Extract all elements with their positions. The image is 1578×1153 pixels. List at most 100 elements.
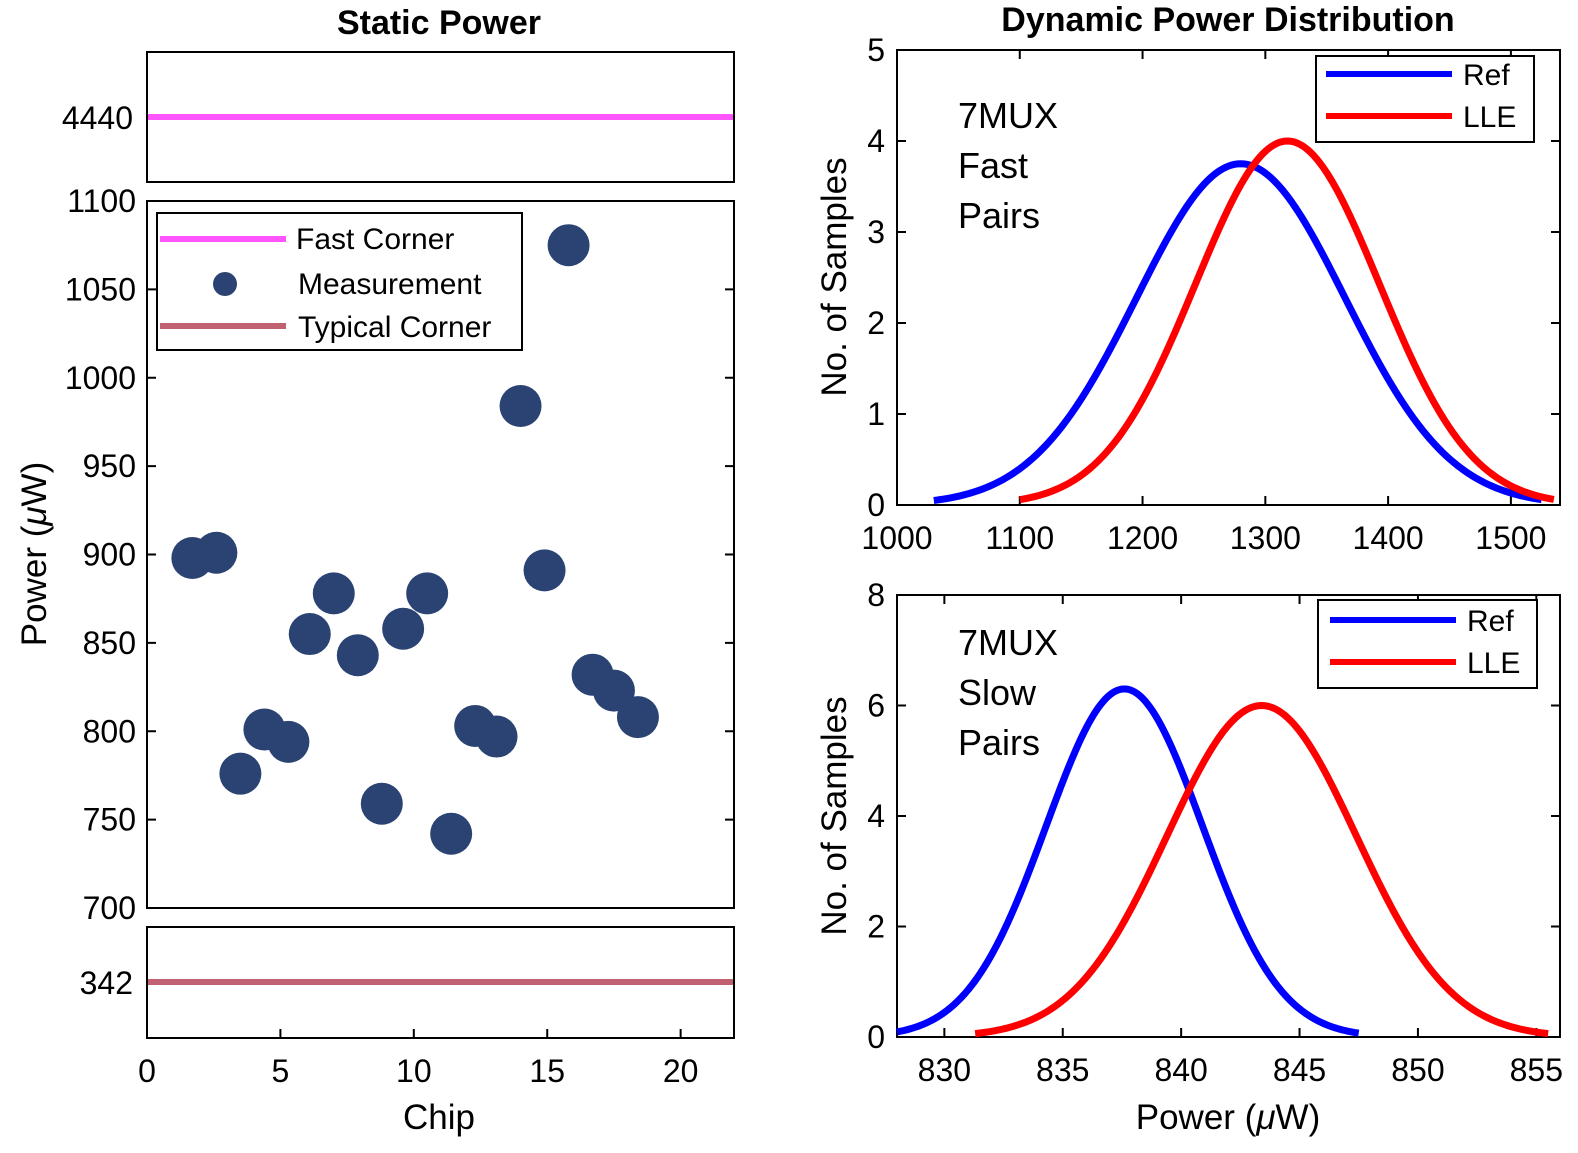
fast-panel-frame — [896, 49, 1561, 506]
slow-ticks: 830 835 840 845 850 855 0 2 4 6 8 — [867, 577, 1563, 1088]
static-legend: Fast Corner Measurement Typical Corner — [156, 212, 523, 351]
fast-y-tick-label: 2 — [867, 305, 885, 341]
measurement-point — [547, 224, 590, 267]
measurement-point — [360, 782, 403, 825]
fast-corner-tick: 4440 — [62, 100, 133, 136]
fast-annotation-1: 7MUX — [958, 95, 1058, 136]
fast-x-tick-label: 1200 — [1107, 520, 1178, 556]
dynamic-title: Dynamic Power Distribution — [1001, 1, 1454, 39]
slow-legend-box — [1317, 599, 1538, 689]
static-y-tick-label: 1100 — [67, 183, 136, 219]
static-x-tick-label: 5 — [272, 1053, 290, 1089]
measurement-point — [523, 549, 566, 592]
slow-curve-lle — [974, 702, 1549, 1038]
slow-legend-ref-label: Ref — [1467, 605, 1514, 638]
legend-measurement-marker — [213, 272, 237, 296]
measurement-point — [219, 752, 262, 795]
fast-y-tick-label: 0 — [867, 487, 885, 523]
slow-x-label-text: Power ( — [1136, 1098, 1257, 1137]
slow-x-label-unit: W) — [1276, 1098, 1321, 1137]
static-y-tick-label: 950 — [83, 448, 136, 484]
static-y-tick-label: 1050 — [65, 271, 136, 307]
static-x-tick-label: 10 — [396, 1053, 432, 1089]
fast-y-tick-label: 5 — [867, 32, 885, 68]
slow-x-tick-label: 845 — [1273, 1052, 1326, 1088]
static-y-label-mu: μ — [15, 506, 54, 526]
static-y-tick-label: 750 — [83, 802, 136, 838]
fast-x-tick-label: 1100 — [985, 520, 1054, 556]
measurement-point — [616, 696, 659, 739]
fast-annotation-2: Fast — [958, 145, 1028, 186]
measurement-point — [312, 572, 355, 615]
fast-legend: Ref LLE — [1315, 55, 1535, 143]
measurement-point — [382, 607, 425, 650]
slow-x-tick-label: 850 — [1391, 1052, 1444, 1088]
static-y-label-unit: W) — [15, 462, 54, 507]
fast-annotation-3: Pairs — [958, 195, 1040, 236]
fast-ticks: 1000 1100 1200 1300 1400 1500 0 1 2 3 4 5 — [861, 32, 1560, 556]
static-y-tick-label: 700 — [83, 890, 136, 926]
fast-legend-lle-label: LLE — [1463, 101, 1516, 134]
slow-x-tick-label: 855 — [1510, 1052, 1563, 1088]
static-y-tick-label: 900 — [83, 537, 136, 573]
fast-corner-panel-frame — [146, 51, 735, 183]
slow-x-tick-label: 840 — [1154, 1052, 1207, 1088]
measurement-points — [171, 224, 659, 855]
fast-y-tick-label: 3 — [867, 214, 885, 250]
slow-annotation-3: Pairs — [958, 722, 1040, 763]
static-y-tick-label: 1000 — [65, 360, 136, 396]
legend-fast-corner-label: Fast Corner — [296, 223, 454, 256]
static-y-tick-label: 850 — [83, 625, 136, 661]
static-x-ticks: 0 5 10 15 20 — [138, 1029, 698, 1089]
static-y-label-text: Power ( — [15, 525, 54, 646]
measurement-point — [288, 613, 331, 656]
static-x-tick-label: 0 — [138, 1053, 156, 1089]
slow-curves — [895, 685, 1549, 1038]
measurement-point — [195, 531, 238, 574]
fast-legend-ref-label: Ref — [1463, 59, 1510, 92]
fast-curve-lle — [1018, 137, 1555, 504]
slow-x-tick-label: 830 — [918, 1052, 971, 1088]
fast-x-tick-label: 1000 — [861, 520, 932, 556]
static-x-label: Chip — [403, 1098, 475, 1137]
slow-legend: Ref LLE — [1317, 599, 1538, 689]
slow-y-tick-label: 2 — [867, 909, 885, 945]
measurement-point — [406, 572, 449, 615]
fast-x-tick-label: 1400 — [1353, 520, 1424, 556]
slow-legend-lle-label: LLE — [1467, 647, 1520, 680]
fast-y-label: No. of Samples — [815, 157, 854, 396]
typical-corner-panel-frame — [146, 926, 735, 1039]
static-x-tick-label: 15 — [529, 1053, 565, 1089]
static-title: Static Power — [337, 4, 541, 42]
fast-legend-box — [1315, 55, 1535, 143]
legend-typical-corner-label: Typical Corner — [298, 311, 491, 344]
slow-x-tick-label: 835 — [1036, 1052, 1089, 1088]
measurement-point — [430, 812, 473, 855]
slow-y-tick-label: 4 — [867, 798, 885, 834]
static-y-tick-label: 800 — [83, 713, 136, 749]
fast-y-tick-label: 1 — [867, 396, 885, 432]
static-y-label: Power (μW) — [15, 462, 54, 646]
fast-curve-ref — [933, 160, 1543, 504]
static-x-tick-label: 20 — [663, 1053, 699, 1089]
slow-y-tick-label: 6 — [867, 688, 885, 724]
measurement-point — [336, 634, 379, 677]
measurement-point — [267, 720, 310, 763]
measurement-point — [499, 385, 542, 428]
slow-curve-ref — [895, 685, 1360, 1037]
fast-x-tick-label: 1300 — [1230, 520, 1301, 556]
slow-x-label: Power (μW) — [1136, 1098, 1320, 1137]
measurement-point — [475, 715, 518, 758]
slow-annotation-1: 7MUX — [958, 622, 1058, 663]
slow-x-label-mu: μ — [1255, 1098, 1275, 1137]
legend-measurement-label: Measurement — [298, 268, 482, 301]
slow-y-label: No. of Samples — [815, 696, 854, 935]
slow-y-tick-label: 0 — [867, 1019, 885, 1055]
fast-x-tick-label: 1500 — [1475, 520, 1546, 556]
fast-curves — [933, 137, 1555, 504]
slow-y-tick-label: 8 — [867, 577, 885, 613]
static-y-ticks: 700 750 800 850 900 950 1000 1050 1100 — [65, 183, 734, 926]
fast-y-tick-label: 4 — [867, 123, 885, 159]
typical-corner-tick: 342 — [80, 965, 133, 1001]
